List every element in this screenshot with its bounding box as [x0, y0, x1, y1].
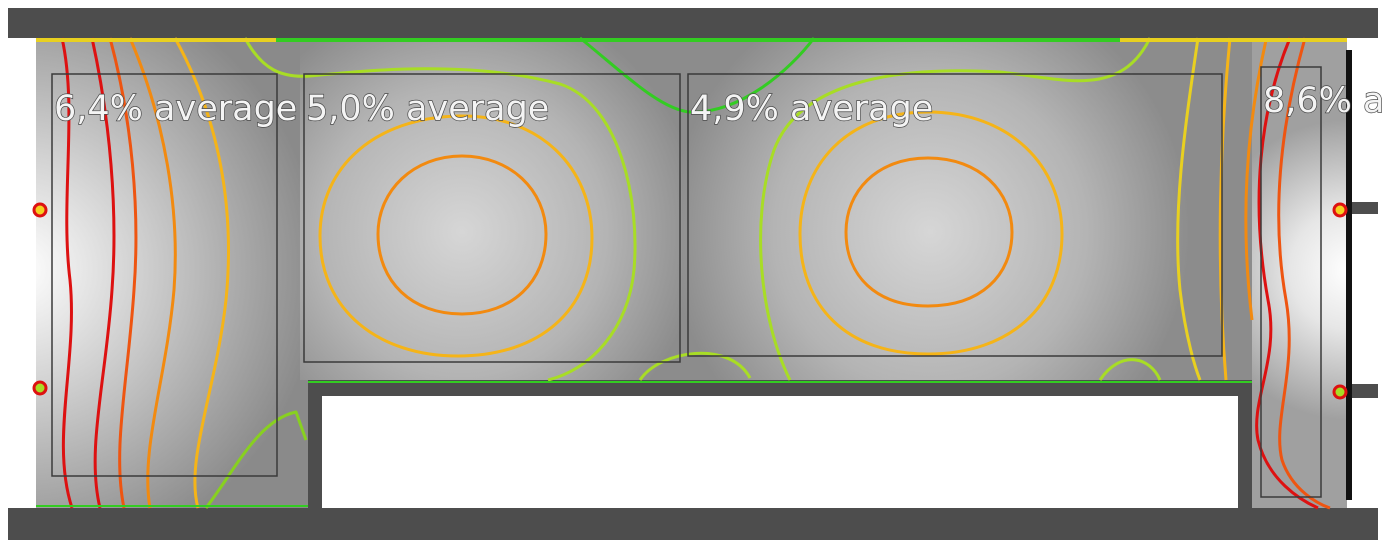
courtyard [322, 396, 1238, 508]
contour-lines [36, 36, 1347, 510]
contour-left-amber [173, 37, 230, 509]
contour-right-red-1 [1255, 37, 1319, 510]
inner-wall [308, 380, 1252, 508]
zone-frame-3 [687, 73, 1223, 357]
zone-label-1: 6,4% average [54, 89, 297, 129]
floor-room-2 [300, 38, 690, 380]
hotspot-right-1 [1332, 202, 1348, 218]
zone-label-3: 4,9% average [690, 89, 933, 129]
contour-bottom-green [1098, 358, 1162, 381]
floor-room-3 [682, 38, 1252, 380]
zone-frame-4 [1260, 66, 1322, 498]
zone-label-2: 5,0% average [306, 89, 549, 129]
contour-right-orange [1244, 39, 1268, 321]
contour-left-green [204, 410, 308, 509]
walls [8, 8, 1378, 540]
bottom-wall [8, 508, 1378, 540]
contour-left-orange-red [108, 37, 138, 509]
contour-room3-right-yellow [1176, 37, 1202, 381]
contour-room2-yellow-green [243, 37, 637, 382]
right-wall-stub-2 [1346, 384, 1378, 398]
contour-room3-green [579, 36, 816, 114]
top-wall [8, 8, 1378, 38]
contour-room3-yellow-green [638, 37, 1152, 381]
hotspot-left-2 [32, 380, 48, 396]
zone-frame-1 [51, 73, 278, 477]
contour-right-amber [1218, 37, 1232, 381]
contour-right-red-2 [1277, 37, 1331, 510]
window-hotspots [32, 202, 1348, 400]
contour-bottom-edge-green [36, 381, 1252, 507]
zone-frames [51, 66, 1322, 498]
right-wall-stub-1 [1346, 202, 1378, 214]
contour-left-red-2 [90, 37, 116, 509]
zone-label-4: 8,6% a [1263, 81, 1385, 121]
contour-left-red-1 [60, 37, 74, 509]
floor-area [36, 38, 1347, 508]
hotspot-right-2 [1332, 384, 1348, 400]
zone-labels: 6,4% average 5,0% average 4,9% average 8… [53, 80, 1385, 129]
contour-room2-amber [318, 114, 594, 358]
contour-room2-orange [376, 154, 548, 316]
right-wall-edge [1346, 50, 1352, 500]
contour-left-orange [128, 37, 177, 509]
contour-room3-orange [844, 156, 1014, 308]
contour-room3-amber [798, 110, 1064, 356]
zone-frame-2 [303, 73, 681, 363]
hotspot-left-1 [32, 202, 48, 218]
